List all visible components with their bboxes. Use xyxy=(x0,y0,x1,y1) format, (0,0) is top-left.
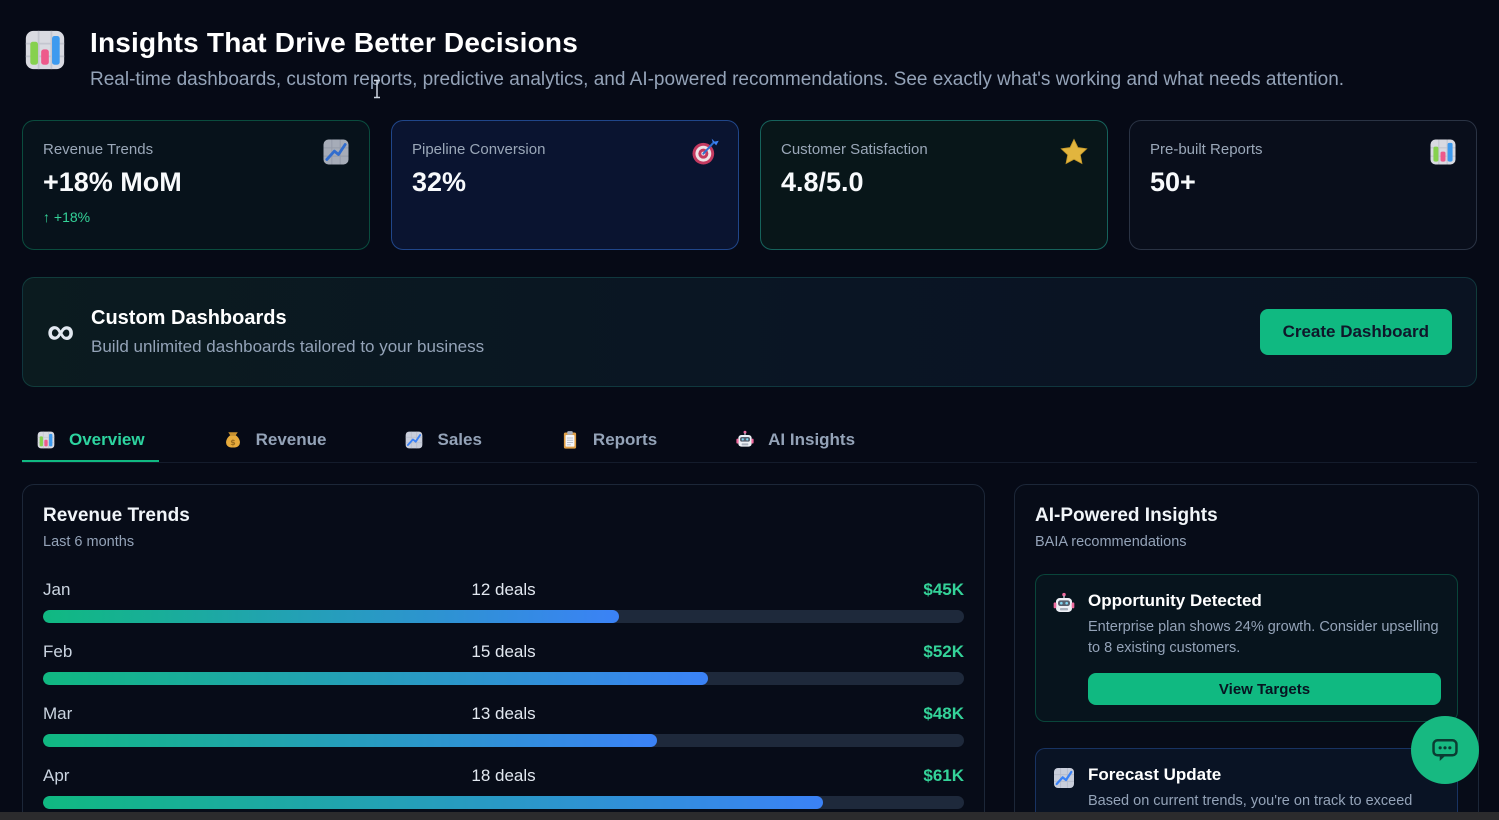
bar-chart-icon xyxy=(37,430,55,449)
insight-title: Opportunity Detected xyxy=(1088,591,1262,610)
bar-track xyxy=(43,796,964,809)
panel-title: Revenue Trends xyxy=(43,505,190,526)
tab-reports[interactable]: Reports xyxy=(546,419,671,462)
deals-label: 15 deals xyxy=(471,642,536,661)
insight-card-forecast: Forecast Update Based on current trends,… xyxy=(1035,748,1458,820)
tab-label: Sales xyxy=(437,429,482,449)
tab-label: AI Insights xyxy=(768,429,856,449)
chart-increasing-icon xyxy=(405,430,424,449)
star-icon xyxy=(1060,139,1088,164)
amount-label: $48K xyxy=(923,704,964,723)
bar-row-feb: Feb 15 deals $52K xyxy=(43,642,964,685)
clipboard-icon xyxy=(563,430,577,449)
insight-title: Forecast Update xyxy=(1088,765,1222,785)
stat-cards-row: Revenue Trends +18% MoM ↑ +18% Pipeline … xyxy=(22,120,1477,250)
page-title: Insights That Drive Better Decisions xyxy=(90,27,578,58)
stat-label: Customer Satisfaction xyxy=(781,141,928,158)
page-subtitle: Real-time dashboards, custom reports, pr… xyxy=(90,69,1345,90)
chart-increasing-icon xyxy=(322,138,350,166)
month-label: Apr xyxy=(43,766,70,785)
bar-fill xyxy=(43,796,824,809)
panel-subtitle: Last 6 months xyxy=(43,534,135,550)
stat-label: Pre-built Reports xyxy=(1150,141,1263,158)
bar-fill xyxy=(43,734,658,747)
tab-label: Revenue xyxy=(255,429,327,449)
insight-content: Opportunity Detected Enterprise plan sho… xyxy=(1088,591,1441,706)
panel-subtitle: BAIA recommendations xyxy=(1035,534,1187,550)
money-bag-icon xyxy=(225,431,240,447)
tab-overview[interactable]: Overview xyxy=(22,419,159,462)
banner-text: Custom Dashboards Build unlimited dashbo… xyxy=(91,307,484,357)
insight-content: Forecast Update Based on current trends,… xyxy=(1088,765,1441,812)
insight-description: Based on current trends, you're on track… xyxy=(1088,793,1413,810)
view-targets-button[interactable]: View Targets xyxy=(1088,673,1441,706)
tab-sales[interactable]: Sales xyxy=(390,419,495,462)
chat-bubble-icon xyxy=(1432,739,1458,762)
bar-fill xyxy=(43,610,619,623)
stat-value: 32% xyxy=(412,167,467,197)
tab-label: Reports xyxy=(592,429,658,449)
tab-revenue[interactable]: Revenue xyxy=(209,419,341,462)
amount-label: $45K xyxy=(923,580,964,599)
deals-label: 12 deals xyxy=(471,580,536,599)
text-cursor xyxy=(374,79,380,99)
month-label: Mar xyxy=(43,704,73,723)
revenue-bar-chart: Jan 12 deals $45K Feb 15 deals $52K xyxy=(43,580,964,809)
bar-chart-icon xyxy=(1429,138,1457,166)
stat-label: Revenue Trends xyxy=(43,141,154,158)
bar-row-mar: Mar 13 deals $48K xyxy=(43,704,964,747)
chat-fab-button[interactable] xyxy=(1411,716,1479,784)
bar-fill xyxy=(43,672,708,685)
panel-title: AI-Powered Insights xyxy=(1035,505,1218,526)
dart-target-icon xyxy=(691,137,720,166)
bar-row-jan: Jan 12 deals $45K xyxy=(43,580,964,623)
stat-card-customer-satisfaction[interactable]: Customer Satisfaction 4.8/5.0 xyxy=(760,120,1108,250)
stat-card-pipeline-conversion[interactable]: Pipeline Conversion 32% xyxy=(391,120,739,250)
tab-ai-insights[interactable]: AI Insights xyxy=(721,419,869,462)
dashboard-tabs: Overview Revenue Sales Reports AI Insigh… xyxy=(22,419,1477,463)
amount-label: $52K xyxy=(923,642,964,661)
stat-value: +18% MoM xyxy=(43,167,182,197)
revenue-trends-panel: Revenue Trends Last 6 months Jan 12 deal… xyxy=(22,484,985,820)
window-bottom-edge xyxy=(0,812,1499,820)
chart-increasing-icon xyxy=(1052,766,1076,790)
insight-description: Enterprise plan shows 24% growth. Consid… xyxy=(1088,619,1439,657)
stat-card-prebuilt-reports[interactable]: Pre-built Reports 50+ xyxy=(1129,120,1477,250)
banner-title: Custom Dashboards xyxy=(91,307,287,329)
infinity-icon: ∞ xyxy=(47,311,75,353)
main-content: Revenue Trends Last 6 months Jan 12 deal… xyxy=(22,484,1479,820)
header-text: Insights That Drive Better Decisions Rea… xyxy=(90,27,1344,91)
insight-card-opportunity: Opportunity Detected Enterprise plan sho… xyxy=(1035,574,1458,723)
robot-icon xyxy=(1053,592,1075,612)
month-label: Jan xyxy=(43,580,71,599)
bar-chart-logo-icon xyxy=(24,29,66,71)
tab-label: Overview xyxy=(69,429,145,449)
deals-label: 18 deals xyxy=(471,766,536,785)
robot-icon xyxy=(736,430,754,447)
stat-value: 4.8/5.0 xyxy=(781,167,864,197)
custom-dashboards-banner: ∞ Custom Dashboards Build unlimited dash… xyxy=(22,277,1477,387)
ai-insights-panel: AI-Powered Insights BAIA recommendations… xyxy=(1014,484,1479,820)
stat-value: 50+ xyxy=(1150,167,1196,197)
stat-card-revenue-trends[interactable]: Revenue Trends +18% MoM ↑ +18% xyxy=(22,120,370,250)
amount-label: $61K xyxy=(923,766,964,785)
bar-track xyxy=(43,734,964,747)
bar-track xyxy=(43,610,964,623)
stat-trend: ↑ +18% xyxy=(43,209,91,225)
bar-row-apr: Apr 18 deals $61K xyxy=(43,766,964,809)
bar-track xyxy=(43,672,964,685)
stat-label: Pipeline Conversion xyxy=(412,141,546,158)
deals-label: 13 deals xyxy=(471,704,536,723)
page-header: Insights That Drive Better Decisions Rea… xyxy=(22,0,1477,91)
create-dashboard-button[interactable]: Create Dashboard xyxy=(1259,309,1452,355)
banner-subtitle: Build unlimited dashboards tailored to y… xyxy=(91,337,485,356)
month-label: Feb xyxy=(43,642,73,661)
